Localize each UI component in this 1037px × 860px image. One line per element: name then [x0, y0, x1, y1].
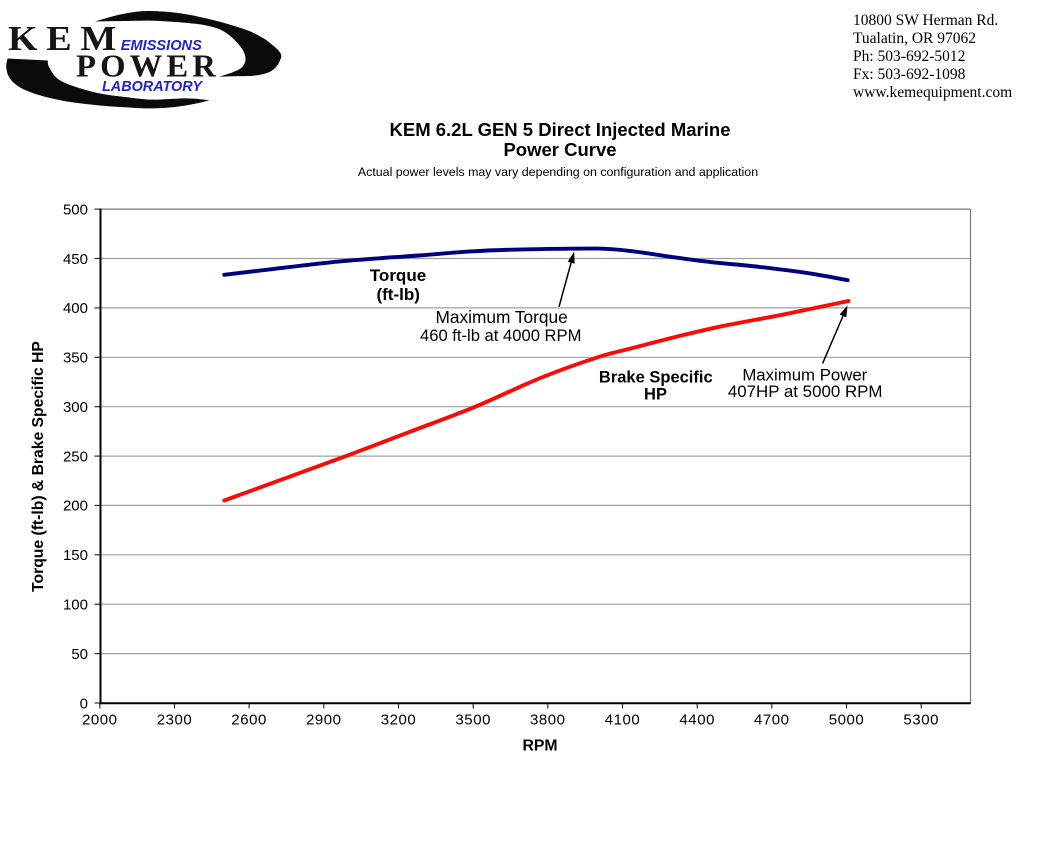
svg-text:LABORATORY: LABORATORY: [102, 79, 203, 95]
svg-text:2000: 2000: [82, 711, 118, 728]
svg-text:407HP at 5000 RPM: 407HP at 5000 RPM: [728, 382, 883, 401]
svg-text:Torque: Torque: [370, 266, 426, 285]
svg-text:50: 50: [71, 646, 88, 663]
svg-text:HP: HP: [644, 386, 667, 404]
svg-text:4100: 4100: [605, 711, 641, 728]
svg-text:0: 0: [80, 695, 88, 712]
svg-text:EMISSIONS: EMISSIONS: [121, 38, 202, 54]
svg-text:3800: 3800: [530, 711, 566, 728]
svg-text:3200: 3200: [381, 711, 417, 728]
svg-text:2900: 2900: [306, 711, 342, 728]
svg-text:2600: 2600: [231, 711, 267, 728]
svg-text:RPM: RPM: [522, 738, 557, 755]
svg-text:Maximum Power: Maximum Power: [742, 366, 867, 385]
svg-text:450: 450: [63, 251, 88, 268]
svg-text:Torque (ft-lb) & Brake Specifi: Torque (ft-lb) & Brake Specific HP: [30, 341, 47, 592]
svg-text:4700: 4700: [754, 711, 790, 728]
svg-text:Maximum Torque: Maximum Torque: [435, 307, 567, 327]
svg-text:4400: 4400: [679, 711, 715, 728]
svg-text:Brake Specific: Brake Specific: [599, 369, 713, 387]
svg-text:150: 150: [63, 547, 88, 564]
svg-text:460 ft-lb at 4000 RPM: 460 ft-lb at 4000 RPM: [420, 326, 581, 345]
svg-text:KEM: KEM: [8, 19, 125, 58]
svg-text:(ft-lb): (ft-lb): [376, 285, 419, 304]
svg-text:400: 400: [63, 300, 88, 317]
svg-text:200: 200: [63, 498, 88, 515]
svg-text:500: 500: [63, 201, 88, 218]
svg-text:3500: 3500: [455, 711, 491, 728]
svg-text:300: 300: [63, 399, 88, 416]
svg-text:POWER: POWER: [76, 48, 220, 84]
svg-text:5300: 5300: [903, 711, 939, 728]
svg-text:2300: 2300: [157, 711, 193, 728]
svg-text:250: 250: [63, 448, 88, 465]
svg-text:100: 100: [63, 597, 88, 614]
svg-text:350: 350: [63, 350, 88, 367]
svg-text:5000: 5000: [829, 711, 865, 728]
